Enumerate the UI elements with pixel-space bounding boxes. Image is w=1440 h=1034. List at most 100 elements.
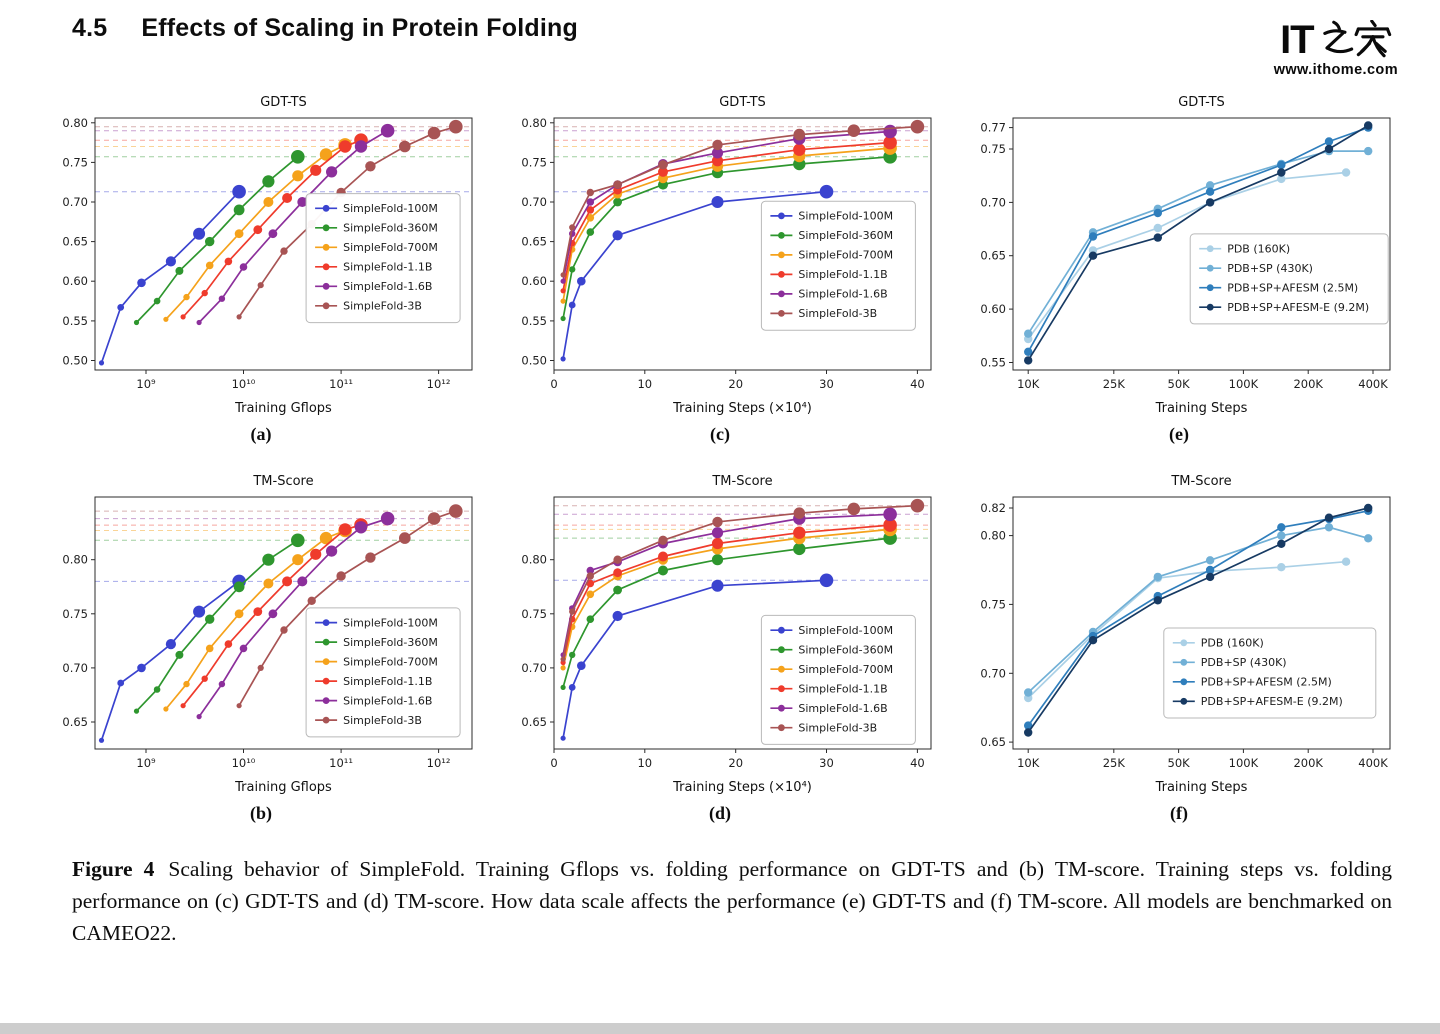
series-marker bbox=[560, 356, 566, 362]
series-marker bbox=[192, 605, 205, 618]
series-marker bbox=[1324, 144, 1333, 154]
series-marker bbox=[1023, 721, 1032, 730]
series-marker bbox=[586, 228, 594, 236]
y-tick-label: 0.55 bbox=[980, 356, 1006, 370]
series-marker bbox=[1153, 233, 1162, 242]
legend-label: PDB+SP+AFESM (2.5M) bbox=[1227, 281, 1358, 294]
plot-frame bbox=[1012, 496, 1390, 750]
y-tick-label: 0.80 bbox=[62, 553, 88, 567]
legend-marker-dot bbox=[1179, 678, 1187, 686]
y-tick-label: 0.80 bbox=[521, 116, 547, 130]
legend-label: PDB+SP+AFESM-E (9.2M) bbox=[1227, 301, 1369, 314]
x-tick-label: 10⁹ bbox=[136, 756, 156, 770]
series-marker bbox=[612, 610, 623, 622]
series-marker bbox=[847, 124, 860, 137]
legend-label: SimpleFold-3B bbox=[798, 721, 877, 734]
series-line bbox=[561, 141, 890, 291]
series-marker bbox=[196, 714, 202, 720]
series-marker bbox=[354, 140, 367, 153]
ithome-logo: IT www.ithome.com bbox=[1274, 20, 1398, 78]
x-tick-label: 10K bbox=[1017, 377, 1040, 391]
series-marker bbox=[201, 675, 208, 682]
series-marker bbox=[262, 197, 273, 207]
series-marker bbox=[153, 297, 160, 305]
y-tick-label: 0.80 bbox=[62, 116, 88, 130]
series-marker bbox=[268, 609, 277, 619]
x-tick-label: 20 bbox=[728, 377, 743, 391]
legend-box bbox=[760, 614, 916, 745]
legend-marker-dot bbox=[777, 626, 785, 634]
legend-marker-dot bbox=[777, 251, 785, 259]
y-tick-label: 0.60 bbox=[980, 302, 1006, 316]
series-marker bbox=[281, 576, 292, 587]
legend-label: PDB+SP+AFESM-E (9.2M) bbox=[1200, 695, 1342, 708]
section-title: Effects of Scaling in Protein Folding bbox=[141, 14, 578, 42]
series-marker bbox=[338, 140, 351, 153]
series-marker bbox=[196, 319, 202, 326]
legend-marker-dot bbox=[1206, 264, 1214, 272]
series-marker bbox=[560, 278, 566, 284]
series-line bbox=[561, 537, 890, 688]
x-tick-label: 200K bbox=[1293, 377, 1323, 391]
series-marker bbox=[657, 535, 668, 545]
legend-marker-dot bbox=[1179, 639, 1187, 647]
y-tick-label: 0.65 bbox=[521, 715, 547, 729]
legend-label: SimpleFold-1.1B bbox=[798, 268, 887, 281]
series-marker bbox=[1153, 223, 1162, 233]
series-marker bbox=[1276, 539, 1285, 548]
chart-title: TM-Score bbox=[711, 474, 772, 489]
series-marker bbox=[568, 266, 575, 273]
series-marker bbox=[261, 175, 274, 188]
series-marker bbox=[568, 608, 575, 615]
figure-caption-label: Figure 4 bbox=[72, 857, 155, 881]
figure-caption: Figure 4 Scaling behavior of SimpleFold. … bbox=[72, 854, 1392, 949]
series-marker bbox=[1153, 208, 1162, 218]
series-marker bbox=[1363, 503, 1372, 513]
series-marker bbox=[290, 533, 305, 548]
series-marker bbox=[153, 686, 160, 693]
y-tick-label: 0.70 bbox=[62, 195, 88, 209]
x-tick-label: 0 bbox=[550, 756, 557, 770]
y-tick-label: 0.75 bbox=[62, 155, 88, 169]
series-marker bbox=[398, 532, 411, 544]
series-marker bbox=[182, 680, 190, 688]
y-tick-label: 0.70 bbox=[980, 666, 1006, 680]
series-marker bbox=[307, 596, 316, 605]
series-marker bbox=[586, 198, 594, 206]
series-marker bbox=[568, 224, 575, 231]
series-marker bbox=[231, 184, 246, 199]
series-marker bbox=[448, 119, 463, 134]
x-tick-label: 10 bbox=[637, 377, 652, 391]
figure-caption-text: Scaling behavior of SimpleFold. Training… bbox=[72, 857, 1392, 945]
chart-panel-f: 0.65 0.70 0.75 0.80 0.82 10K 25K 50K 100K 200K 400… bbox=[957, 467, 1402, 824]
series-marker bbox=[234, 229, 244, 239]
series-marker bbox=[1341, 168, 1350, 177]
series-marker bbox=[711, 155, 723, 167]
x-axis-label: Training Steps (×10⁴) bbox=[672, 780, 812, 795]
legend-marker-dot bbox=[322, 638, 329, 646]
series-marker bbox=[657, 565, 668, 576]
panel-label-c: (c) bbox=[710, 424, 730, 444]
series-marker bbox=[257, 282, 264, 289]
panel-label-a: (a) bbox=[250, 424, 272, 444]
series-marker bbox=[711, 579, 723, 592]
series-marker bbox=[560, 272, 566, 278]
series-marker bbox=[162, 706, 168, 712]
series-marker bbox=[380, 511, 394, 526]
y-tick-label: 0.75 bbox=[980, 597, 1006, 611]
series-marker bbox=[1023, 347, 1032, 356]
x-tick-label: 10K bbox=[1017, 756, 1040, 770]
series-marker bbox=[239, 644, 247, 653]
series-marker bbox=[427, 126, 440, 140]
series-marker bbox=[586, 188, 594, 197]
series-marker bbox=[224, 640, 232, 648]
x-tick-label: 10¹¹ bbox=[329, 756, 353, 770]
series-marker bbox=[309, 548, 321, 560]
series-marker bbox=[1205, 565, 1214, 575]
series-marker bbox=[586, 572, 594, 580]
legend-label: SimpleFold-360M bbox=[798, 643, 893, 656]
series-marker bbox=[1205, 181, 1214, 190]
x-tick-label: 50K bbox=[1167, 756, 1190, 770]
legend-label: SimpleFold-3B bbox=[798, 307, 877, 320]
series-marker bbox=[1363, 534, 1372, 543]
